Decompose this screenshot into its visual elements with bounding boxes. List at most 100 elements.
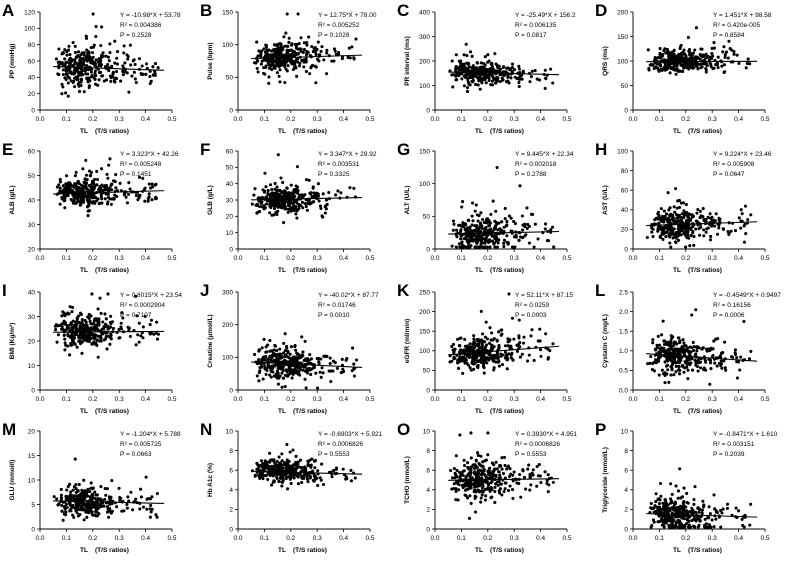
data-point: [57, 73, 61, 77]
data-point: [486, 240, 490, 244]
y-axis-label: QRS (ms): [602, 46, 609, 76]
data-point: [679, 358, 683, 362]
x-tick-label: 0.3: [708, 116, 717, 123]
data-point: [93, 177, 97, 181]
data-point: [312, 191, 316, 195]
x-tick-label: 0.0: [233, 116, 242, 123]
data-point: [268, 338, 272, 342]
data-point: [486, 68, 490, 72]
data-point: [287, 49, 291, 53]
data-point: [257, 349, 261, 353]
data-point: [710, 46, 714, 50]
data-point: [281, 365, 285, 369]
data-point: [474, 353, 479, 357]
data-point: [147, 182, 151, 186]
data-point: [455, 228, 459, 232]
data-point: [501, 65, 505, 70]
data-point: [517, 67, 521, 71]
data-point: [496, 357, 500, 361]
data-point: [107, 69, 111, 73]
data-point: [321, 482, 326, 487]
x-axis-label: TL: [673, 128, 681, 135]
data-point: [691, 229, 695, 233]
data-point: [510, 245, 514, 249]
data-point: [520, 73, 524, 77]
data-point: [668, 241, 672, 245]
data-point: [280, 452, 284, 456]
data-point: [662, 342, 666, 346]
data-point: [479, 223, 483, 227]
regression-line: [251, 361, 363, 369]
data-point: [98, 339, 102, 343]
x-tick-label: 0.0: [628, 255, 637, 262]
data-point: [450, 345, 454, 349]
data-point: [355, 358, 359, 362]
data-point: [749, 213, 753, 217]
data-point: [285, 186, 289, 190]
data-point: [727, 39, 731, 43]
data-point: [661, 319, 665, 323]
data-point: [495, 165, 499, 170]
data-point: [99, 195, 103, 199]
panel-l: L0.00.51.01.52.02.50.0 0.1 0.2 0.3 0.4 0.5TL(…: [595, 281, 781, 415]
x-tick-label: 0.1: [655, 255, 664, 262]
data-point: [278, 63, 282, 67]
data-point: [99, 64, 103, 68]
data-point: [293, 370, 297, 374]
data-point: [656, 225, 660, 229]
x-tick-label: 0.1: [457, 116, 466, 123]
data-point: [465, 89, 470, 93]
x-tick-label: 0.2: [483, 396, 492, 403]
x-axis-sublabel: (T/S ratios): [293, 267, 327, 274]
data-point: [723, 70, 727, 74]
stat-line: Y = -1.204*X + 5.788: [120, 431, 181, 438]
data-point: [299, 365, 303, 369]
data-point: [647, 67, 651, 71]
data-point: [122, 192, 126, 196]
data-point: [71, 41, 75, 45]
data-point: [272, 194, 276, 198]
data-point: [510, 62, 515, 66]
data-point: [272, 206, 277, 211]
y-tick-label: 40: [28, 197, 36, 204]
data-point: [110, 478, 114, 483]
data-point: [113, 193, 117, 197]
data-point: [661, 349, 665, 353]
data-point: [489, 227, 493, 231]
data-point: [71, 339, 75, 343]
data-point: [307, 198, 312, 202]
data-point: [79, 325, 83, 329]
data-point: [250, 202, 254, 206]
data-point: [454, 53, 458, 57]
data-point: [107, 188, 111, 192]
data-point: [340, 57, 344, 61]
data-point: [651, 338, 655, 342]
data-point: [492, 366, 496, 370]
data-point: [80, 506, 84, 510]
data-point: [676, 69, 680, 73]
data-point: [468, 342, 472, 346]
data-point: [85, 339, 89, 343]
data-point: [704, 52, 708, 56]
data-point: [526, 222, 530, 227]
data-point: [60, 92, 64, 96]
data-point: [295, 185, 300, 189]
data-point: [500, 76, 504, 80]
data-point: [62, 333, 66, 337]
data-point: [119, 327, 123, 331]
data-point: [293, 187, 297, 192]
data-point: [466, 244, 471, 248]
data-point: [486, 357, 491, 361]
data-point: [687, 48, 692, 52]
data-point: [654, 216, 659, 220]
data-point: [65, 49, 69, 53]
data-point: [297, 207, 301, 211]
panel-letter: D: [595, 1, 607, 20]
data-point: [672, 63, 676, 67]
data-point: [53, 324, 57, 328]
data-point: [682, 201, 686, 205]
data-point: [271, 63, 275, 67]
data-point: [279, 50, 283, 54]
data-point: [296, 191, 300, 195]
data-point: [305, 477, 309, 481]
